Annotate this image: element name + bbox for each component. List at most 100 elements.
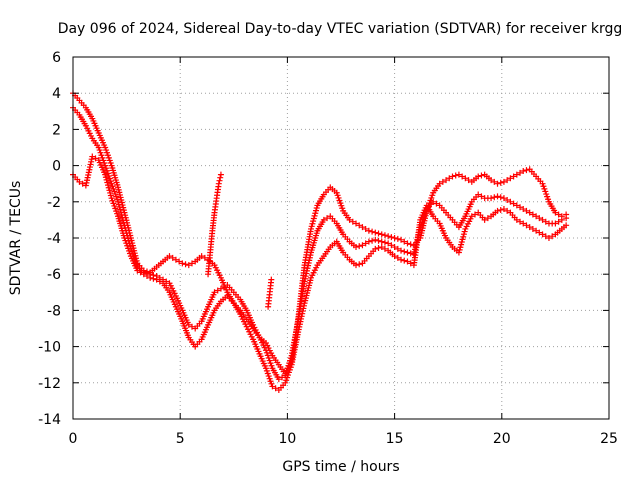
interp-point-track-middle (126, 240, 133, 247)
interp-point-track-upper (555, 211, 562, 218)
data-point-track-middle (404, 249, 411, 256)
interp-point-track-lower (92, 155, 99, 162)
interp-point-track-middle (117, 206, 124, 213)
interp-point-track-upper (439, 178, 446, 185)
interp-point-track-middle (163, 278, 170, 285)
interp-point-track-lower (106, 187, 113, 194)
interp-point-track-lower (456, 246, 463, 253)
interp-point-track-lower (105, 184, 112, 191)
data-point-track-middle (391, 244, 398, 251)
data-point-track-middle (121, 222, 128, 229)
data-point-track-upper (507, 175, 514, 182)
interp-point-track-lower (407, 260, 414, 267)
interp-point-track-middle (504, 196, 511, 203)
data-point-track-lower (533, 227, 540, 234)
interp-point-track-lower (103, 176, 110, 183)
interp-point-track-upper (459, 173, 466, 180)
y-tick-label: -8 (47, 303, 61, 319)
data-point-track-middle (475, 191, 482, 198)
data-point-track-lower (76, 178, 83, 185)
interp-point-track-lower (542, 233, 549, 240)
y-tick-label: 0 (52, 159, 61, 175)
y-tick-label: 2 (52, 122, 61, 138)
data-point-track-upper (385, 233, 392, 240)
interp-point-track-lower (107, 189, 114, 196)
interp-point-track-upper (176, 258, 183, 265)
data-point-track-middle (275, 376, 282, 383)
data-point-track-upper (552, 209, 559, 216)
data-point-track-middle (372, 236, 379, 243)
data-point-track-upper (365, 227, 372, 234)
data-point-track-middle (353, 244, 360, 251)
interp-point-track-middle (375, 237, 382, 244)
interp-point-track-middle (324, 215, 331, 222)
data-point-track-middle (500, 195, 507, 202)
x-tick-label: 20 (493, 431, 511, 447)
interp-point-track-lower (457, 244, 464, 251)
interp-point-track-upper (388, 234, 395, 241)
data-point-track-lower (468, 213, 475, 220)
y-tick-label: 4 (52, 86, 61, 102)
interp-point-track-middle (279, 374, 286, 381)
data-point-track-upper (359, 224, 366, 231)
data-point-track-upper (443, 177, 450, 184)
interp-point-track-lower (461, 228, 468, 235)
data-point-track-lower (526, 224, 533, 231)
interp-point-track-lower (381, 245, 388, 252)
data-point-spike-near-7h (215, 180, 222, 187)
data-point-track-middle (533, 213, 540, 220)
interp-point-track-upper (394, 235, 401, 242)
marker-layer (70, 90, 570, 394)
data-point-track-lower (455, 249, 462, 256)
interp-point-track-middle (156, 274, 163, 281)
data-point-track-upper (378, 231, 385, 238)
interp-point-track-middle (120, 219, 127, 226)
interp-point-track-upper (375, 230, 382, 237)
x-tick-label: 0 (69, 431, 78, 447)
interp-point-track-upper (182, 261, 189, 268)
data-point-track-lower (500, 206, 507, 213)
data-point-track-upper (346, 216, 353, 223)
data-point-track-middle (160, 276, 167, 283)
interp-point-track-upper (356, 222, 363, 229)
data-point-spike-near-9h (268, 276, 275, 283)
interp-point-track-middle (117, 209, 124, 216)
interp-point-track-upper (446, 175, 453, 182)
interp-point-track-middle (478, 193, 485, 200)
data-point-track-middle (520, 206, 527, 213)
y-tick-label: 6 (52, 50, 61, 66)
interp-point-track-lower (472, 211, 478, 218)
data-point-track-middle (115, 198, 122, 205)
y-tick-label: -10 (38, 340, 61, 356)
interp-point-track-lower (459, 236, 466, 243)
interp-point-track-middle (150, 272, 157, 279)
data-point-track-upper (185, 262, 192, 269)
data-point-track-upper (520, 168, 527, 175)
interp-point-spike-near-7h (217, 174, 224, 181)
interp-point-track-lower (549, 233, 556, 240)
data-point-track-lower (481, 216, 488, 223)
interp-point-track-middle (188, 323, 195, 330)
interp-point-track-middle (433, 200, 440, 207)
interp-point-track-lower (536, 229, 543, 236)
data-point-track-upper (404, 240, 411, 247)
interp-point-track-middle (122, 227, 129, 234)
interp-point-track-upper (309, 220, 316, 227)
interp-point-track-middle (491, 194, 498, 201)
interp-point-track-upper (517, 169, 524, 176)
interp-point-track-upper (510, 173, 517, 180)
data-point-track-upper (449, 173, 456, 180)
interp-point-track-middle (555, 218, 562, 225)
interp-point-track-middle (536, 215, 543, 222)
interp-point-track-upper (313, 205, 320, 212)
interp-point-spike-near-7h (216, 177, 223, 184)
data-point-track-upper (372, 229, 379, 236)
interp-point-track-upper (369, 228, 376, 235)
interp-point-track-middle (523, 207, 530, 214)
data-point-track-upper (179, 260, 186, 267)
data-point-track-middle (563, 215, 570, 222)
interp-point-track-lower (458, 241, 465, 248)
y-tick-label: -6 (47, 267, 61, 283)
data-point-track-lower (563, 222, 570, 229)
